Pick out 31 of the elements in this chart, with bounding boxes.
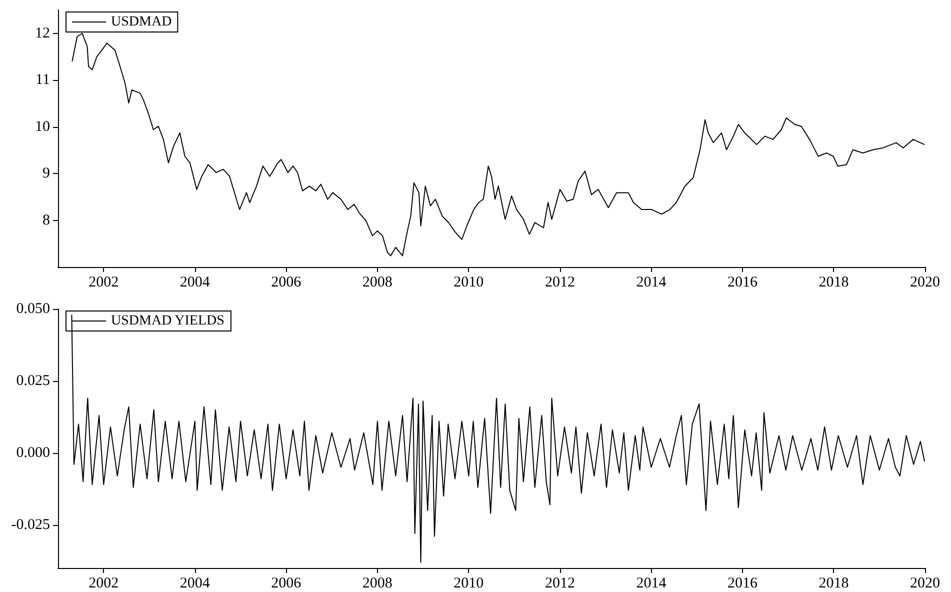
- x-tick-label: 2018: [818, 576, 849, 592]
- x-tick-label: 2006: [271, 576, 302, 592]
- x-tick-label: 2020: [910, 274, 940, 290]
- x-tick-label: 2002: [88, 576, 119, 592]
- x-tick-label: 2016: [727, 274, 758, 290]
- x-tick-label: 2002: [88, 274, 119, 290]
- y-tick-label: 12: [35, 25, 50, 42]
- x-tick-label: 2008: [362, 576, 392, 592]
- x-tick-label: 2016: [727, 576, 758, 592]
- y-tick-label: 11: [36, 72, 50, 88]
- y-tick-label: 10: [35, 118, 50, 135]
- x-tick-label: 2006: [271, 274, 302, 290]
- y-tick-label: 9: [42, 166, 50, 182]
- x-tick-label: 2008: [362, 274, 392, 290]
- x-tick-label: 2014: [636, 274, 667, 290]
- y-tick-label: 0.000: [16, 444, 50, 461]
- y-tick-label: 0.025: [16, 372, 50, 389]
- x-tick-label: 2010: [454, 576, 484, 592]
- x-tick-label: 2012: [544, 576, 575, 592]
- x-tick-label: 2004: [180, 274, 210, 290]
- y-tick-label: -0.025: [11, 516, 50, 533]
- legend-label: USDMAD YIELDS: [111, 314, 224, 328]
- x-tick-label: 2012: [544, 274, 575, 290]
- y-tick-label: 0.050: [16, 301, 50, 317]
- x-tick-label: 2020: [910, 576, 940, 592]
- x-tick-label: 2018: [818, 274, 849, 290]
- y-tick-label: 8: [42, 212, 50, 228]
- legend-label: USDMAD: [111, 14, 172, 30]
- x-tick-label: 2004: [180, 576, 210, 592]
- x-tick-label: 2014: [636, 576, 667, 592]
- x-tick-label: 2010: [454, 274, 484, 290]
